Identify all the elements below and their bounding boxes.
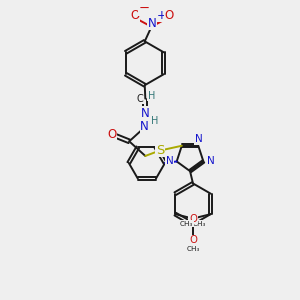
- Text: H: H: [151, 116, 158, 126]
- Text: O: O: [130, 9, 140, 22]
- Text: N: N: [195, 134, 203, 144]
- Text: N: N: [141, 107, 150, 120]
- Text: N: N: [148, 17, 156, 30]
- Text: S: S: [156, 144, 164, 157]
- Text: +: +: [157, 8, 166, 22]
- Text: −: −: [138, 2, 149, 15]
- Text: C: C: [137, 94, 143, 104]
- Text: N: N: [206, 156, 214, 166]
- Text: CH₃: CH₃: [193, 220, 206, 226]
- Text: CH₃: CH₃: [186, 246, 200, 252]
- Text: O: O: [107, 128, 116, 140]
- Text: O: O: [189, 214, 197, 224]
- Text: CH₃: CH₃: [180, 220, 193, 226]
- Text: N: N: [140, 120, 149, 133]
- Text: O: O: [164, 9, 174, 22]
- Text: N: N: [166, 156, 174, 166]
- Text: O: O: [189, 236, 197, 245]
- Text: H: H: [148, 91, 155, 101]
- Text: O: O: [189, 214, 197, 224]
